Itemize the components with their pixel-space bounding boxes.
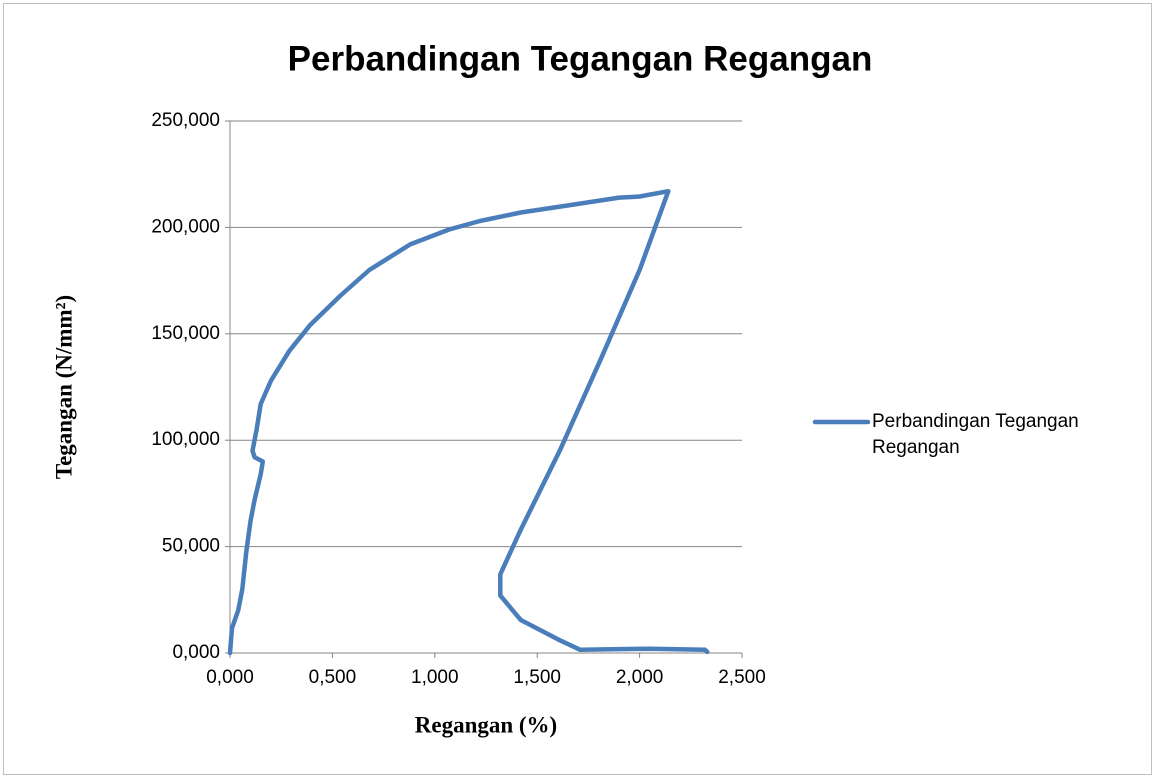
- x-tick-label: 1,000: [411, 667, 459, 688]
- y-tick-label: 250,000: [151, 110, 220, 131]
- x-tick-label: 1,500: [513, 667, 561, 688]
- x-tick-label: 2,500: [718, 667, 766, 688]
- x-tick-label: 0,000: [206, 667, 254, 688]
- chart-title: Perbandingan Tegangan Regangan: [288, 39, 873, 78]
- y-tick-label: 0,000: [172, 642, 220, 663]
- x-tick-label: 2,000: [616, 667, 664, 688]
- x-tick-label: 0,500: [309, 667, 357, 688]
- x-axis-title: Regangan (%): [415, 712, 557, 737]
- y-tick-label: 100,000: [151, 429, 220, 450]
- chart-border: [3, 3, 1152, 775]
- series-line: [227, 188, 710, 656]
- y-tick-label: 150,000: [151, 323, 220, 344]
- y-tick-label: 200,000: [151, 216, 220, 237]
- y-axis-title: Tegangan (N/mm²): [51, 295, 76, 479]
- legend-label: Perbandingan Tegangan Regangan: [872, 411, 1079, 458]
- y-tick-label: 50,000: [162, 536, 220, 557]
